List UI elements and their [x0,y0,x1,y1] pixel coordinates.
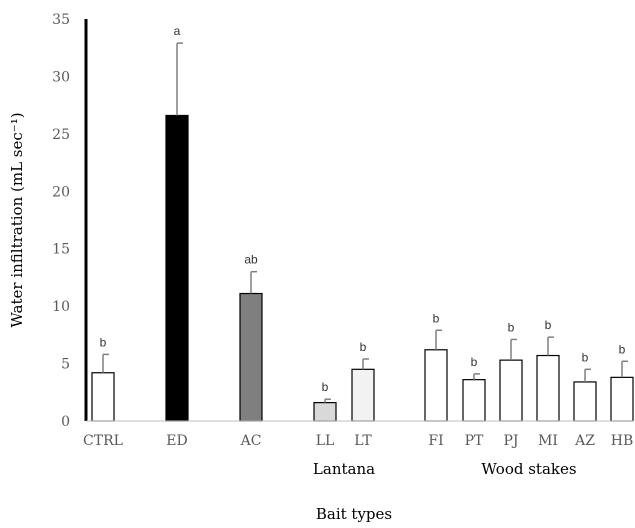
group-label-wood-stakes: Wood stakes [481,460,576,478]
significance-label-pt: b [471,355,478,369]
y-tick-label: 20 [52,184,70,200]
y-axis-title: Water infiltration (mL sec⁻¹) [8,112,26,327]
bar-lt [351,368,375,422]
x-tick-label-ctrl: CTRL [83,433,123,449]
category-groups: Lantana Wood stakes [313,460,577,478]
significance-label-ctrl: b [100,335,107,349]
x-tick-label-hb: HB [611,433,634,449]
significance-label-az: b [582,350,589,364]
bar-ed [165,114,189,422]
y-tick-label: 0 [61,414,70,430]
bar-ctrl [91,372,115,422]
bars: b a ab b b b b b b b b [91,24,634,422]
significance-label-ed: a [174,24,181,38]
bar-pt [462,379,486,422]
bar-ll [313,402,337,422]
significance-label-hb: b [619,342,626,356]
bar-ac [239,292,263,422]
y-tick-label: 30 [52,69,70,85]
x-tick-label-lt: LT [354,433,372,449]
bar-fi [424,349,448,422]
significance-label-ll: b [322,380,329,394]
y-tick-label: 5 [61,357,70,373]
x-tick-label-ll: LL [316,433,335,449]
x-tick-label-mi: MI [538,433,558,449]
group-label-lantana: Lantana [313,460,375,478]
y-tick-label: 10 [52,299,70,315]
x-tick-label-az: AZ [574,433,595,449]
x-tick-label-ac: AC [240,433,262,449]
bar-az [573,381,597,422]
x-tick-label-pt: PT [465,433,484,449]
x-axis-ticks: CTRL ED AC LL LT FI PT PJ MI AZ HB [83,433,633,449]
significance-label-pj: b [508,320,515,334]
significance-label-fi: b [433,311,440,325]
x-tick-label-fi: FI [428,433,443,449]
y-axis-ticks: 0 5 10 15 20 25 30 35 [52,12,70,430]
x-axis-title: Bait types [316,505,392,523]
significance-label-lt: b [360,340,367,354]
bar-mi [536,354,560,422]
significance-label-mi: b [545,318,552,332]
y-tick-label: 25 [52,127,70,143]
significance-label-ac: ab [244,253,258,267]
x-tick-label-pj: PJ [503,433,518,449]
y-tick-label: 15 [52,242,70,258]
x-tick-label-ed: ED [166,433,187,449]
bar-hb [610,376,634,422]
bar-pj [499,359,523,422]
y-tick-label: 35 [52,12,70,28]
